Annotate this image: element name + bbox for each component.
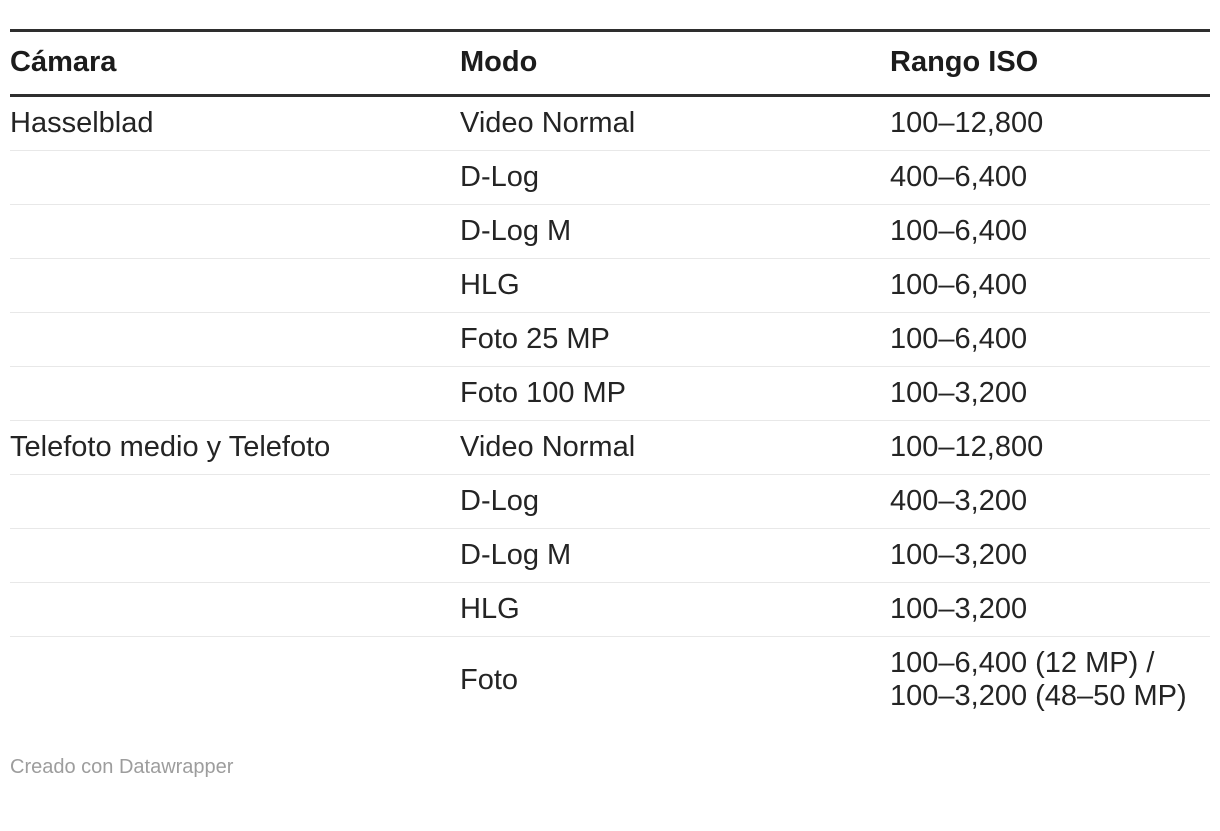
table-row: HLG 100–6,400 — [10, 258, 1210, 313]
table-header-row: Cámara Modo Rango ISO — [10, 30, 1210, 97]
cell-iso-range: 100–6,400 — [890, 258, 1210, 313]
cell-mode: Foto 100 MP — [460, 366, 890, 421]
cell-mode: HLG — [460, 582, 890, 637]
cell-mode: D-Log M — [460, 528, 890, 583]
cell-camera — [10, 312, 460, 367]
cell-iso-range: 100–12,800 — [890, 95, 1210, 151]
cell-mode: Foto 25 MP — [460, 312, 890, 367]
cell-camera — [10, 528, 460, 583]
datawrapper-attribution-link[interactable]: Creado con Datawrapper — [10, 756, 234, 778]
cell-iso-range: 400–3,200 — [890, 474, 1210, 529]
cell-iso-range: 100–12,800 — [890, 420, 1210, 475]
table-header: Cámara Modo Rango ISO — [10, 30, 1210, 97]
cell-camera — [10, 366, 460, 421]
cell-camera — [10, 637, 460, 724]
attribution-footer: Creado con Datawrapper — [10, 755, 1210, 779]
cell-camera: Telefoto medio y Telefoto — [10, 420, 460, 475]
table-row: Telefoto medio y Telefoto Video Normal 1… — [10, 420, 1210, 475]
cell-camera — [10, 258, 460, 313]
table-row: Foto 100–6,400 (12 MP) / 100–3,200 (48–5… — [10, 637, 1210, 724]
cell-iso-range: 100–3,200 — [890, 582, 1210, 637]
cell-camera — [10, 204, 460, 259]
cell-iso-range: 100–6,400 — [890, 312, 1210, 367]
cell-iso-range: 100–3,200 — [890, 528, 1210, 583]
cell-camera: Hasselblad — [10, 95, 460, 151]
column-header-camera: Cámara — [10, 30, 460, 97]
cell-mode: Video Normal — [460, 95, 890, 151]
cell-camera — [10, 150, 460, 205]
datawrapper-table-visualization: Cámara Modo Rango ISO Hasselblad Video N… — [0, 29, 1220, 779]
table-row: D-Log M 100–3,200 — [10, 528, 1210, 583]
cell-iso-range: 100–6,400 (12 MP) / 100–3,200 (48–50 MP) — [890, 647, 1187, 712]
cell-mode: D-Log — [460, 150, 890, 205]
table-row: D-Log 400–3,200 — [10, 474, 1210, 529]
column-header-rango-iso: Rango ISO — [890, 30, 1210, 97]
cell-mode: D-Log M — [460, 204, 890, 259]
table-row: Foto 100 MP 100–3,200 — [10, 366, 1210, 421]
cell-iso-range: 100–6,400 — [890, 204, 1210, 259]
table-row: D-Log 400–6,400 — [10, 150, 1210, 205]
cell-mode: Video Normal — [460, 420, 890, 475]
table-row: Hasselblad Video Normal 100–12,800 — [10, 95, 1210, 151]
cell-camera — [10, 474, 460, 529]
cell-iso-range: 100–3,200 — [890, 366, 1210, 421]
table-body: Hasselblad Video Normal 100–12,800 D-Log… — [10, 95, 1210, 724]
iso-range-table: Cámara Modo Rango ISO Hasselblad Video N… — [10, 29, 1210, 723]
table-row: Foto 25 MP 100–6,400 — [10, 312, 1210, 367]
table-row: D-Log M 100–6,400 — [10, 204, 1210, 259]
cell-mode: Foto — [460, 663, 519, 696]
cell-mode: D-Log — [460, 474, 890, 529]
cell-mode: HLG — [460, 258, 890, 313]
column-header-mode: Modo — [460, 30, 890, 97]
cell-iso-range: 400–6,400 — [890, 150, 1210, 205]
table-row: HLG 100–3,200 — [10, 582, 1210, 637]
cell-camera — [10, 582, 460, 637]
